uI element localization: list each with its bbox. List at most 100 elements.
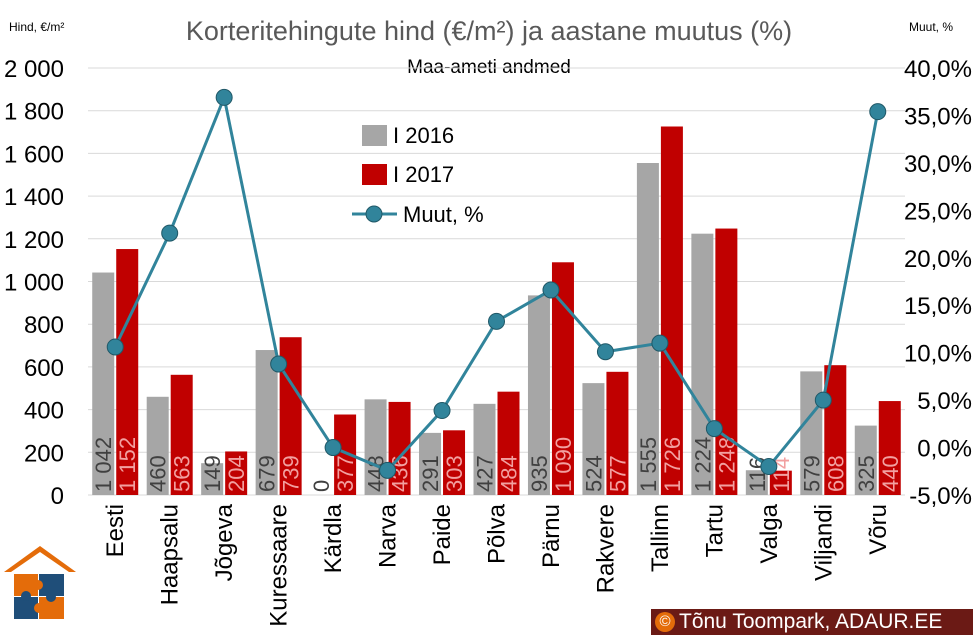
- copyright-credit: © Tõnu Toompark, ADAUR.EE: [651, 609, 973, 635]
- bar-2016: [854, 425, 877, 495]
- bar-2017: [769, 470, 792, 495]
- bar-2017: [551, 262, 574, 495]
- bar-label-2017: 1 152: [115, 437, 140, 492]
- bar-2016: [745, 470, 768, 495]
- bar-2017: [225, 451, 248, 495]
- change-point: [542, 281, 560, 299]
- bar-label-2017: 739: [279, 455, 304, 492]
- logo-puzzle-orange-1: [14, 574, 38, 596]
- change-point: [106, 338, 124, 356]
- grid-lines: [88, 67, 905, 496]
- x-tick-label: Tallinn: [647, 504, 674, 572]
- bar-label-2016: 1 224: [690, 437, 715, 492]
- bar-label-2016: 325: [854, 455, 879, 492]
- x-tick-label: Viljandi: [810, 504, 837, 581]
- logo-puzzle-blue-1: [39, 574, 64, 596]
- change-point: [760, 458, 778, 476]
- bar-label-2016: 427: [473, 455, 498, 492]
- change-point: [270, 355, 288, 373]
- legend: I 2016 I 2017 Muut, %: [352, 123, 484, 227]
- y-axis-label: Hind, €/m²: [9, 20, 64, 34]
- chart-title: Korteritehingute hind (€/m²) ja aastane …: [186, 16, 792, 46]
- change-point: [705, 420, 723, 438]
- y-tick-label: 2 000: [4, 56, 64, 83]
- bar-data-labels: 1 042 1 152 460 563 149 204 679 739 0 377 448 436 29…: [91, 437, 903, 492]
- y2-tick-label: -5,0%: [909, 483, 972, 510]
- bar-label-2017: 303: [442, 455, 467, 492]
- x-tick-label: Pärnu: [538, 504, 565, 568]
- y-tick-label: 1 000: [4, 270, 64, 297]
- bar-2017: [443, 430, 466, 495]
- x-axis-ticks: Eesti Haapsalu Jõgeva Kuressaare Kärdla Narva…: [102, 503, 892, 626]
- logo-puzzle-knob-1: [33, 580, 43, 590]
- change-point: [869, 103, 887, 121]
- bars: [92, 126, 901, 496]
- y2-tick-label: 0,0%: [917, 436, 972, 463]
- house-puzzle-logo: [4, 546, 76, 619]
- y2-tick-label: 15,0%: [904, 293, 972, 320]
- bar-label-2017: 1 090: [551, 437, 576, 492]
- x-tick-label: Haapsalu: [157, 504, 184, 605]
- change-point: [596, 343, 614, 361]
- x-tick-label: Tartu: [701, 504, 728, 557]
- y-tick-label: 400: [24, 398, 64, 425]
- x-tick-label: Valga: [756, 503, 783, 563]
- bar-2016: [419, 432, 442, 495]
- change-point: [488, 312, 505, 330]
- bar-label-2016: 0: [309, 480, 334, 492]
- y2-tick-label: 35,0%: [904, 103, 972, 130]
- bar-2016: [201, 463, 224, 495]
- y-tick-label: 1 400: [4, 184, 64, 211]
- y2-tick-label: 5,0%: [917, 388, 972, 415]
- x-tick-label: Kärdla: [320, 503, 347, 573]
- bar-label-2017: 377: [333, 455, 358, 492]
- bar-label-2016: 524: [581, 455, 606, 492]
- bar-label-2016: 460: [146, 455, 171, 492]
- bar-label-2017: 440: [878, 455, 903, 492]
- bar-label-2017: 608: [823, 455, 848, 492]
- bar-2017: [497, 391, 520, 495]
- y-tick-label: 600: [24, 355, 64, 382]
- y2-tick-label: 30,0%: [904, 151, 972, 178]
- change-line: [106, 88, 887, 479]
- logo-puzzle-knob-3: [46, 592, 56, 602]
- change-point: [814, 391, 832, 409]
- bar-2016: [146, 396, 169, 495]
- bar-label-2017: 563: [170, 455, 195, 492]
- x-tick-label: Rakvere: [592, 504, 619, 593]
- logo-puzzle-blue-2: [14, 597, 38, 619]
- change-point: [161, 224, 179, 242]
- x-tick-label: Jõgeva: [211, 503, 238, 581]
- x-tick-label: Paide: [429, 504, 456, 565]
- y2-tick-label: 25,0%: [904, 198, 972, 225]
- bar-2016: [582, 383, 605, 495]
- bar-2017: [660, 126, 683, 496]
- x-tick-label: Eesti: [102, 504, 129, 557]
- legend-label-change: Muut, %: [403, 202, 484, 227]
- bar-2016: [92, 272, 115, 495]
- y-tick-label: 0: [51, 483, 64, 510]
- x-tick-label: Narva: [375, 503, 402, 568]
- change-point: [651, 334, 669, 352]
- y2-tick-label: 40,0%: [904, 56, 972, 83]
- change-point: [324, 439, 342, 457]
- y-tick-label: 1 800: [4, 99, 64, 126]
- bar-2017: [878, 401, 901, 495]
- y2-tick-label: 20,0%: [904, 246, 972, 273]
- bar-2016: [636, 163, 659, 495]
- bar-2017: [334, 414, 357, 495]
- logo-roof: [4, 546, 76, 572]
- bar-label-2016: 1 555: [636, 437, 661, 492]
- y-tick-label: 200: [24, 440, 64, 467]
- bar-label-2016: 1 042: [91, 437, 116, 492]
- y-tick-label: 800: [24, 312, 64, 339]
- change-point: [379, 461, 397, 479]
- legend-swatch-2016: [362, 125, 387, 146]
- y2-axis-label: Muut, %: [909, 20, 953, 34]
- bar-label-2016: 679: [255, 455, 280, 492]
- x-tick-label: Kuressaare: [266, 504, 293, 627]
- bar-label-2016: 291: [418, 455, 443, 492]
- y-tick-label: 1 600: [4, 141, 64, 168]
